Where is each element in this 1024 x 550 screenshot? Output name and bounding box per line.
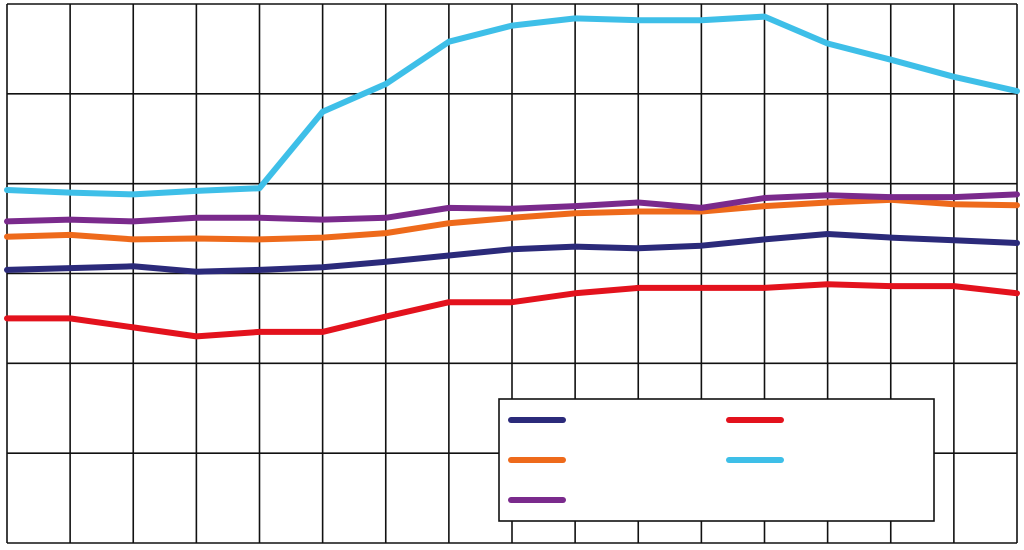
data-point: [257, 185, 262, 191]
data-point: [257, 236, 262, 242]
data-point: [762, 203, 767, 209]
data-point: [635, 285, 641, 291]
data-point: [320, 329, 326, 335]
data-point: [762, 195, 767, 201]
data-point: [4, 267, 10, 273]
data-point: [67, 315, 73, 321]
data-point: [572, 290, 578, 296]
data-point: [572, 210, 578, 216]
data-point: [762, 14, 767, 20]
data-point: [698, 17, 704, 23]
data-point: [320, 264, 326, 270]
data-point: [193, 188, 199, 194]
data-point: [383, 81, 389, 87]
data-point: [193, 235, 199, 241]
data-point: [572, 15, 578, 21]
data-point: [951, 194, 957, 200]
data-point: [509, 23, 515, 29]
data-point: [446, 205, 452, 211]
data-point: [762, 285, 767, 291]
data-point: [825, 192, 831, 198]
legend-box: [498, 398, 935, 522]
data-point: [4, 187, 10, 193]
data-point: [4, 315, 10, 321]
data-point: [130, 191, 136, 197]
data-point: [67, 217, 73, 223]
data-point: [1014, 290, 1020, 296]
data-point: [951, 237, 957, 243]
data-point: [825, 41, 831, 47]
data-point: [446, 39, 452, 45]
data-point: [4, 218, 10, 224]
data-point: [1014, 88, 1020, 94]
data-point: [383, 230, 389, 236]
data-point: [383, 314, 389, 320]
series-4: [4, 13, 1020, 198]
data-point: [635, 209, 641, 215]
data-point: [825, 200, 831, 206]
data-point: [509, 215, 515, 221]
data-point: [509, 299, 515, 305]
data-point: [67, 265, 73, 271]
data-point: [888, 235, 894, 241]
data-point: [1014, 191, 1020, 197]
data-point: [572, 203, 578, 209]
data-point: [446, 220, 452, 226]
data-point: [888, 194, 894, 200]
data-point: [320, 235, 326, 241]
data-point: [67, 190, 73, 196]
legend: [498, 398, 935, 522]
data-point: [825, 231, 831, 237]
data-point: [698, 243, 704, 249]
data-point: [951, 283, 957, 289]
series-1: [4, 231, 1020, 275]
data-point: [193, 333, 199, 339]
data-point: [635, 17, 641, 23]
series-5: [4, 191, 1020, 225]
data-point: [67, 232, 73, 238]
data-point: [446, 299, 452, 305]
data-point: [698, 205, 704, 211]
data-point: [635, 200, 641, 206]
data-point: [130, 236, 136, 242]
data-point: [1014, 240, 1020, 246]
series-3: [4, 196, 1020, 243]
data-point: [257, 215, 262, 221]
data-point: [130, 218, 136, 224]
data-point: [4, 234, 10, 240]
data-point: [509, 206, 515, 212]
data-point: [825, 281, 831, 287]
data-point: [320, 109, 326, 115]
data-point: [383, 259, 389, 265]
data-point: [320, 217, 326, 223]
data-point: [888, 283, 894, 289]
data-point: [193, 269, 199, 275]
data-point: [383, 215, 389, 221]
data-point: [257, 267, 262, 273]
data-point: [509, 246, 515, 252]
data-point: [698, 285, 704, 291]
data-point: [572, 244, 578, 250]
series-lines: [4, 13, 1020, 340]
data-point: [193, 215, 199, 221]
data-point: [257, 329, 262, 335]
data-point: [130, 263, 136, 269]
data-point: [762, 236, 767, 242]
data-point: [1014, 202, 1020, 208]
data-point: [635, 245, 641, 251]
data-point: [888, 57, 894, 63]
series-2: [4, 281, 1020, 340]
data-point: [130, 324, 136, 330]
data-point: [951, 201, 957, 207]
data-point: [951, 74, 957, 80]
data-point: [446, 253, 452, 259]
